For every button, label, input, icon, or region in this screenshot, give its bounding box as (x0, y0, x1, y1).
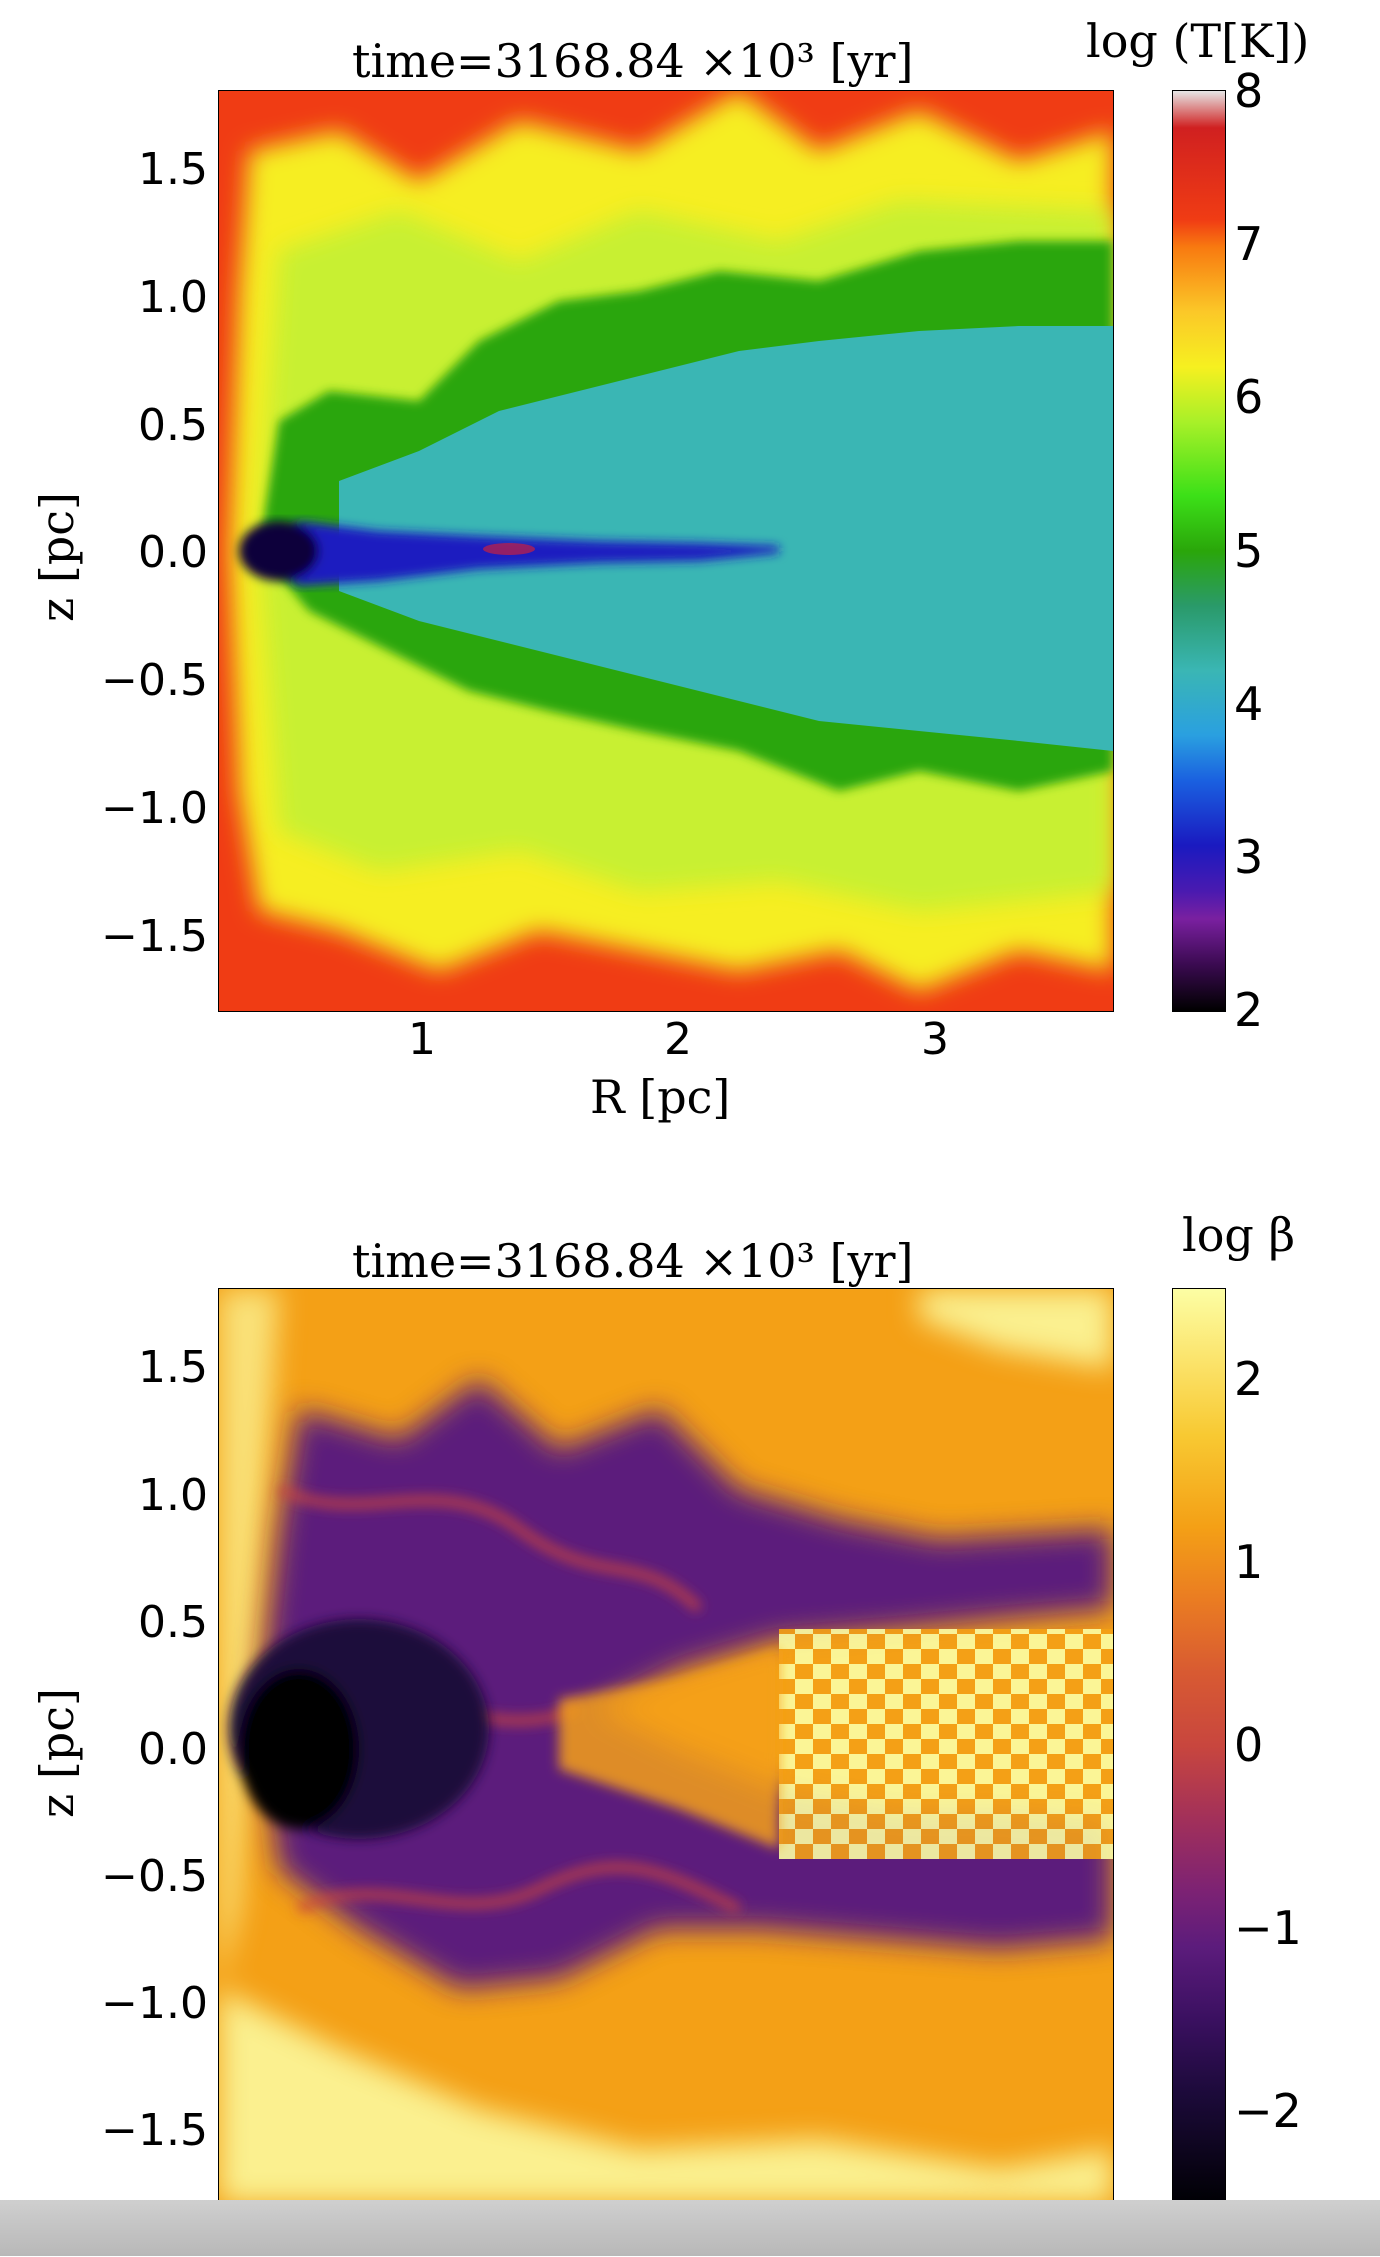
temperature-ytick: −1.5 (101, 911, 208, 962)
beta-ytick: −1.5 (101, 2105, 208, 2156)
temperature-colorbar (1172, 90, 1226, 1012)
beta-image (219, 1289, 1113, 2203)
temperature-coldest-core (239, 521, 319, 581)
temperature-ytick: −0.5 (101, 655, 208, 706)
temperature-ytick: 1.5 (138, 144, 208, 195)
beta-colorbar-tick: 1 (1234, 1535, 1264, 1589)
temperature-heatmap (218, 90, 1114, 1012)
beta-title: time=3168.84 ×10³ [yr] (352, 1234, 914, 1288)
temperature-colorbar-tick: 6 (1234, 370, 1264, 424)
temperature-colorbar-tick: 8 (1234, 64, 1264, 118)
temperature-cool-region (339, 326, 1113, 751)
temperature-xtick: 1 (408, 1014, 436, 1065)
beta-ytick: 1.0 (138, 1470, 208, 1521)
temperature-ytick: 0.5 (138, 400, 208, 451)
beta-ytick: 0.5 (138, 1597, 208, 1648)
beta-colorbar (1172, 1288, 1226, 2204)
temperature-colorbar-tick: 3 (1234, 830, 1264, 884)
beta-ylabel: z [pc] (30, 1688, 84, 1818)
temperature-image (219, 91, 1113, 1011)
beta-orange-jet (559, 1649, 779, 1849)
temperature-ytick: −1.0 (101, 783, 208, 834)
beta-yellow-upper (919, 1289, 1113, 1369)
beta-heatmap (218, 1288, 1114, 2204)
temperature-colorbar-tick: 4 (1234, 677, 1264, 731)
temperature-colorbar-tick: 2 (1234, 983, 1264, 1037)
beta-ytick: 0.0 (138, 1724, 208, 1775)
beta-panel: time=3168.84 ×10³ [yr] (0, 1196, 1380, 2257)
temperature-colorbar-tick: 5 (1234, 524, 1264, 578)
beta-colorbar-tick: −2 (1234, 2084, 1302, 2138)
beta-colorbar-tick: 2 (1234, 1352, 1264, 1406)
beta-yellow-lower (219, 1989, 1113, 2203)
temperature-ytick: 1.0 (138, 272, 208, 323)
temperature-colorbar-label: log (T[K]) (1086, 14, 1310, 68)
temperature-hot-spot (483, 543, 535, 555)
temperature-colorbar-tick: 7 (1234, 217, 1264, 271)
temperature-ylabel: z [pc] (30, 492, 84, 622)
beta-ytick: 1.5 (138, 1342, 208, 1393)
beta-darkest-core (239, 1669, 359, 1829)
video-control-bar[interactable] (0, 2200, 1380, 2256)
temperature-panel: time=3168.84 ×10³ [yr] (30, 14, 1310, 1124)
beta-colorbar-tick: 0 (1234, 1718, 1264, 1772)
temperature-ytick: 0.0 (138, 527, 208, 578)
beta-ytick: −0.5 (101, 1851, 208, 1902)
beta-checker-region (779, 1629, 1113, 1859)
beta-colorbar-label: log β (1182, 1208, 1296, 1262)
temperature-title: time=3168.84 ×10³ [yr] (352, 34, 914, 88)
beta-yellow-left (219, 1289, 279, 1989)
temperature-xtick: 3 (921, 1014, 949, 1065)
temperature-xtick: 2 (664, 1014, 692, 1065)
beta-ytick: −1.0 (101, 1978, 208, 2029)
beta-colorbar-tick: −1 (1234, 1901, 1302, 1955)
temperature-xlabel: R [pc] (590, 1070, 731, 1124)
